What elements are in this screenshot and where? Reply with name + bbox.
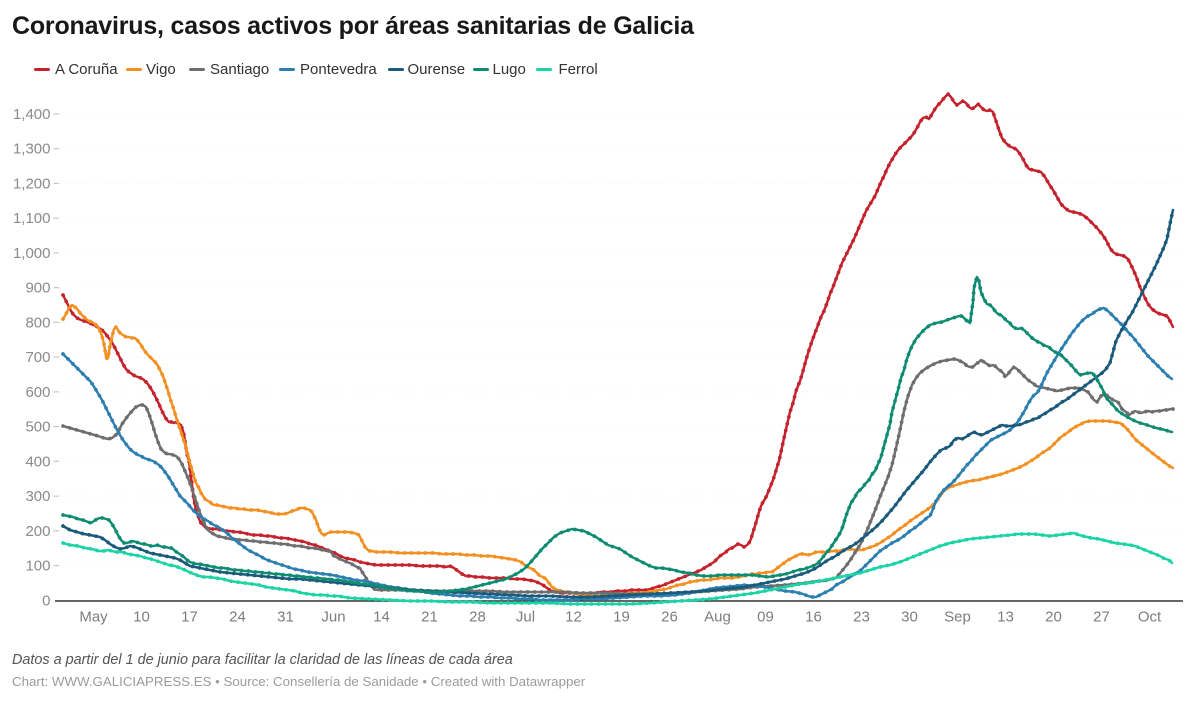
svg-text:0: 0 — [42, 592, 50, 609]
svg-text:12: 12 — [565, 609, 582, 626]
svg-text:100: 100 — [25, 558, 50, 575]
svg-text:1,100: 1,100 — [13, 210, 51, 227]
svg-text:16: 16 — [805, 609, 822, 626]
svg-text:09: 09 — [757, 609, 774, 626]
svg-text:10: 10 — [133, 609, 150, 626]
svg-text:20: 20 — [1045, 609, 1062, 626]
svg-text:26: 26 — [661, 609, 678, 626]
svg-text:Jul: Jul — [516, 609, 535, 626]
svg-text:28: 28 — [469, 609, 486, 626]
svg-text:1,000: 1,000 — [13, 245, 51, 262]
svg-text:24: 24 — [229, 609, 246, 626]
svg-text:1,400: 1,400 — [13, 106, 51, 123]
svg-text:14: 14 — [373, 609, 390, 626]
svg-text:Sep: Sep — [944, 609, 971, 626]
svg-text:27: 27 — [1093, 609, 1110, 626]
svg-text:300: 300 — [25, 488, 50, 505]
svg-text:Oct: Oct — [1138, 609, 1162, 626]
svg-text:600: 600 — [25, 384, 50, 401]
svg-text:13: 13 — [997, 609, 1014, 626]
svg-text:May: May — [79, 609, 108, 626]
svg-text:700: 700 — [25, 349, 50, 366]
svg-text:31: 31 — [277, 609, 294, 626]
svg-text:Aug: Aug — [704, 609, 731, 626]
svg-text:200: 200 — [25, 523, 50, 540]
svg-text:1,300: 1,300 — [13, 141, 51, 158]
svg-text:900: 900 — [25, 280, 50, 297]
svg-text:500: 500 — [25, 419, 50, 436]
svg-text:800: 800 — [25, 314, 50, 331]
svg-text:23: 23 — [853, 609, 870, 626]
svg-text:19: 19 — [613, 609, 630, 626]
svg-text:400: 400 — [25, 453, 50, 470]
svg-text:21: 21 — [421, 609, 438, 626]
svg-text:1,200: 1,200 — [13, 175, 51, 192]
svg-text:Jun: Jun — [321, 609, 345, 626]
svg-text:17: 17 — [181, 609, 198, 626]
svg-text:30: 30 — [901, 609, 918, 626]
